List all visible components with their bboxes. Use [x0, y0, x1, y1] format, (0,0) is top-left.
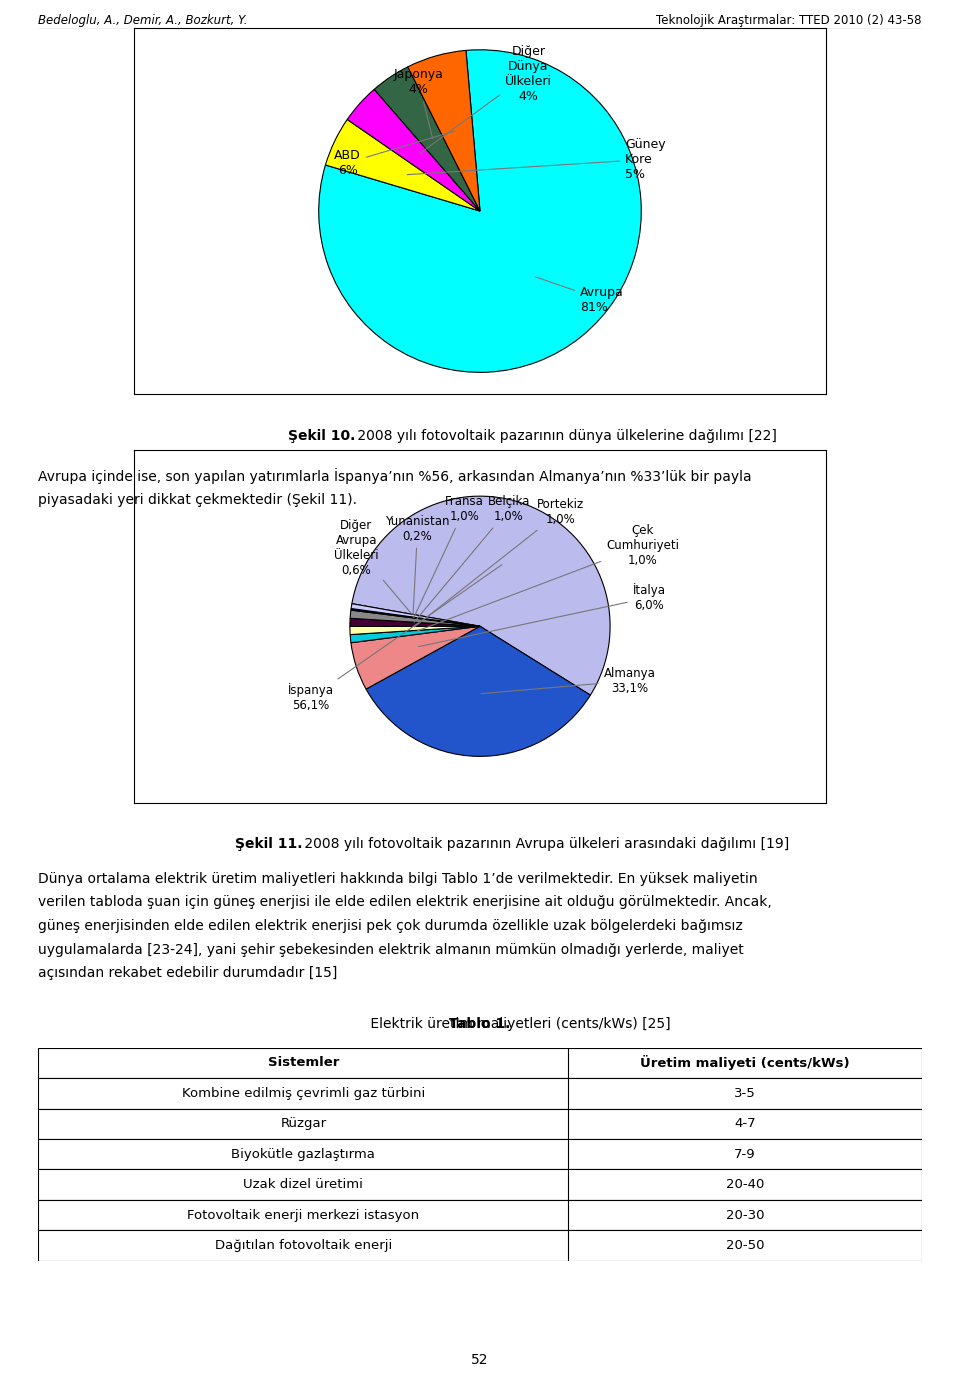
Text: Rüzgar: Rüzgar	[280, 1117, 326, 1131]
Text: 20-40: 20-40	[726, 1178, 764, 1192]
Text: Avrupa içinde ise, son yapılan yatırımlarla İspanya’nın %56, arkasından Almanya’: Avrupa içinde ise, son yapılan yatırımla…	[38, 468, 752, 484]
Text: 2008 yılı fotovoltaik pazarının dünya ülkelerine dağılımı [22]: 2008 yılı fotovoltaik pazarının dünya ül…	[353, 429, 778, 443]
Text: Dağıtılan fotovoltaik enerji: Dağıtılan fotovoltaik enerji	[215, 1239, 392, 1253]
Text: açısından rekabet edebilir durumdadır [15]: açısından rekabet edebilir durumdadır [1…	[38, 966, 338, 980]
Text: uygulamalarda [23-24], yani şehir şebekesinden elektrik almanın mümkün olmadığı : uygulamalarda [23-24], yani şehir şebeke…	[38, 943, 744, 956]
Text: Teknolojik Araştırmalar: TTED 2010 (2) 43-58: Teknolojik Araştırmalar: TTED 2010 (2) 4…	[656, 14, 922, 26]
Text: Dünya ortalama elektrik üretim maliyetleri hakkında bilgi Tablo 1’de verilmekted: Dünya ortalama elektrik üretim maliyetle…	[38, 872, 758, 886]
Text: 2008 yılı fotovoltaik pazarının Avrupa ülkeleri arasındaki dağılımı [19]: 2008 yılı fotovoltaik pazarının Avrupa ü…	[300, 837, 790, 851]
Text: 7-9: 7-9	[734, 1147, 756, 1161]
Bar	[38, 1139, 922, 1169]
Bar	[38, 1048, 922, 1078]
Text: Şekil 11.: Şekil 11.	[235, 837, 302, 851]
Text: Uzak dizel üretimi: Uzak dizel üretimi	[244, 1178, 363, 1192]
Bar	[38, 1169, 922, 1200]
Text: 20-50: 20-50	[726, 1239, 764, 1253]
Text: Bedeloglu, A., Demir, A., Bozkurt, Y.: Bedeloglu, A., Demir, A., Bozkurt, Y.	[38, 14, 248, 26]
Text: Fotovoltaik enerji merkezi istasyon: Fotovoltaik enerji merkezi istasyon	[187, 1208, 420, 1222]
Text: Sistemler: Sistemler	[268, 1056, 339, 1070]
Bar	[38, 1200, 922, 1230]
Text: piyasadaki yeri dikkat çekmektedir (Şekil 11).: piyasadaki yeri dikkat çekmektedir (Şeki…	[38, 493, 357, 507]
Text: verilen tabloda şuan için güneş enerjisi ile elde edilen elektrik enerjisine ait: verilen tabloda şuan için güneş enerjisi…	[38, 895, 772, 909]
Text: 52: 52	[471, 1354, 489, 1367]
Bar	[38, 1078, 922, 1109]
Text: Elektrik üretim maliyetleri (cents/kWs) [25]: Elektrik üretim maliyetleri (cents/kWs) …	[366, 1017, 671, 1031]
Text: Tablo 1.: Tablo 1.	[449, 1017, 511, 1031]
Text: Üretim maliyeti (cents/kWs): Üretim maliyeti (cents/kWs)	[640, 1056, 850, 1070]
Text: 3-5: 3-5	[734, 1086, 756, 1100]
Text: 20-30: 20-30	[726, 1208, 764, 1222]
Bar	[38, 1109, 922, 1139]
Bar	[38, 1230, 922, 1261]
Text: Şekil 10.: Şekil 10.	[288, 429, 355, 443]
Text: güneş enerjisinden elde edilen elektrik enerjisi pek çok durumda özellikle uzak : güneş enerjisinden elde edilen elektrik …	[38, 919, 743, 933]
Text: Kombine edilmiş çevrimli gaz türbini: Kombine edilmiş çevrimli gaz türbini	[181, 1086, 425, 1100]
Text: Biyokütle gazlaştırma: Biyokütle gazlaştırma	[231, 1147, 375, 1161]
Text: 4-7: 4-7	[734, 1117, 756, 1131]
